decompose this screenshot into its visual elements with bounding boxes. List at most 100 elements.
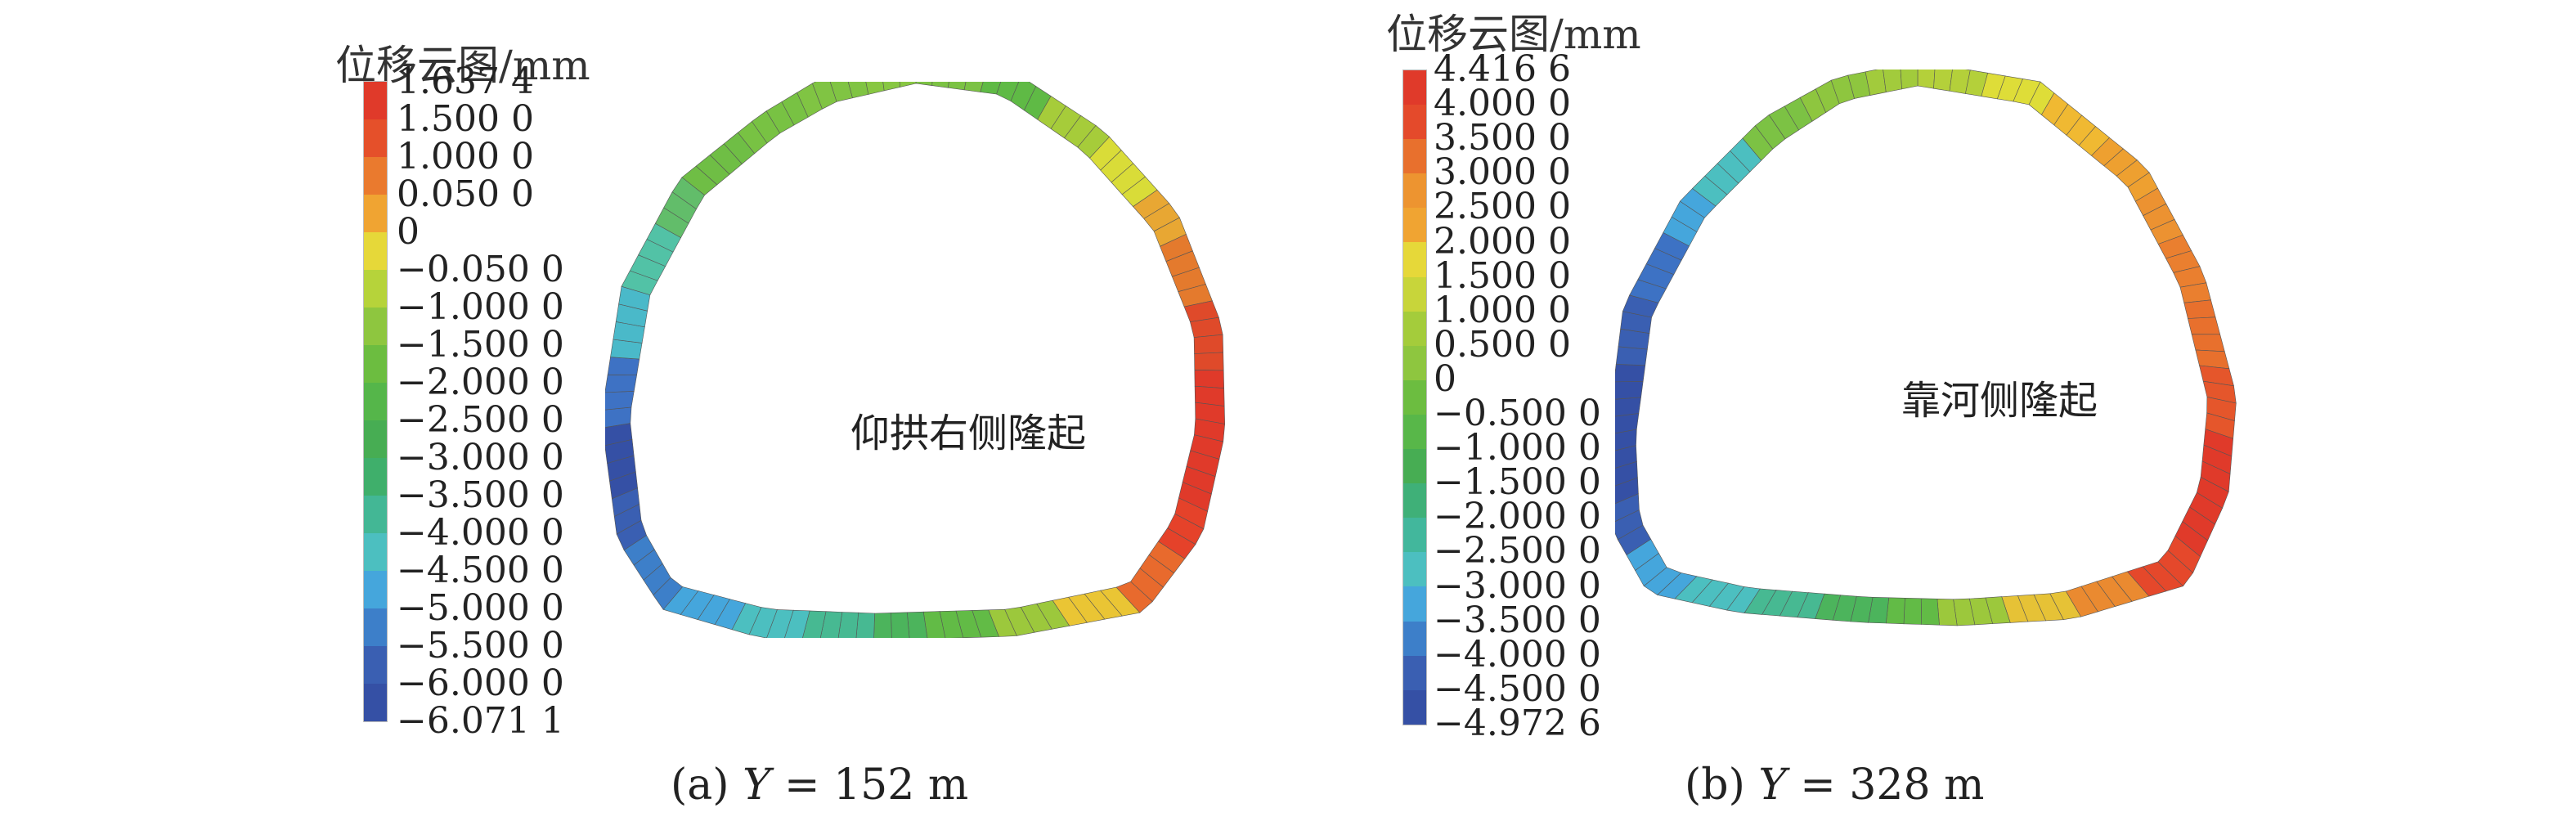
scale-label: −3.000 0: [397, 437, 564, 478]
colorbar-segment: [364, 608, 387, 646]
colorbar-segment: [1403, 242, 1426, 277]
caption: (a) Y = 152 m: [671, 761, 968, 810]
annotation: 仰拱右侧隆起: [850, 411, 1087, 456]
colorbar-segment: [1403, 621, 1426, 656]
panel-a: 位移云图/mm 1.637 4 1.500 0 1.000 0 0.050 0 0 −0.…: [335, 42, 1226, 810]
scale-label: 0.050 0: [397, 173, 534, 215]
tunnel-section: [605, 82, 1226, 638]
scale-label: −4.972 6: [1434, 703, 1601, 744]
colorbar-segment: [1403, 483, 1426, 518]
ring-element: [1900, 70, 1919, 90]
caption-prefix: (a): [671, 761, 743, 810]
colorbar-segment: [1403, 105, 1426, 140]
scale-label: −6.000 0: [397, 662, 564, 704]
scale-label: −3.000 0: [1434, 564, 1601, 607]
scale-label: −0.050 0: [397, 249, 564, 290]
scale-label: −2.000 0: [1434, 496, 1601, 538]
annotation: 靠河侧隆起: [1901, 378, 2098, 424]
scale-label: −4.500 0: [1434, 667, 1601, 710]
ring-element: [1903, 597, 1923, 625]
ring-element: [1615, 380, 1644, 400]
colorbar-segment: [364, 533, 387, 571]
scale-label: 1.000 0: [1434, 289, 1571, 331]
scale-label: −1.000 0: [1434, 427, 1601, 469]
colorbar-segment: [1403, 552, 1426, 587]
scale-label: −3.500 0: [1434, 599, 1601, 641]
colorbar-segment: [1403, 208, 1426, 243]
ring-element: [1615, 364, 1646, 383]
scale-label: −4.500 0: [397, 550, 564, 591]
legend-title: 位移云图/mm: [1386, 11, 1641, 58]
colorbar-segment: [364, 345, 387, 383]
scale-label: 1.637 4: [397, 61, 534, 102]
tunnel-section: [1615, 70, 2237, 626]
colorbar-segment: [1403, 414, 1426, 450]
scale-label: −3.500 0: [397, 474, 564, 516]
ring-element: [1920, 598, 1940, 626]
caption-var: Y: [743, 761, 771, 810]
colorbar-segment: [364, 270, 387, 308]
colorbar-segment: [364, 458, 387, 496]
ring-element: [1885, 597, 1905, 625]
colorbar-segment: [364, 646, 387, 684]
scale-label: −1.500 0: [1434, 461, 1601, 504]
ring-element: [1194, 370, 1225, 389]
scale-label: 3.000 0: [1434, 151, 1571, 194]
colorbar-labels: 4.416 6 4.000 0 3.500 0 3.000 0 2.500 0 2.000…: [1434, 52, 1638, 742]
ring-element: [1883, 70, 1902, 93]
scale-label: 0: [1434, 357, 1456, 400]
scale-label: 1.500 0: [1434, 254, 1571, 297]
scale-label: 1.500 0: [397, 98, 534, 140]
ring-element: [873, 613, 892, 638]
scale-label: −5.000 0: [397, 587, 564, 629]
colorbar-segment: [1403, 449, 1426, 484]
colorbar-segment: [364, 383, 387, 420]
scale-label: −0.500 0: [1434, 393, 1601, 435]
colorbar-segment: [1403, 139, 1426, 174]
scale-label: −5.500 0: [397, 625, 564, 667]
colorbar-segment: [364, 420, 387, 458]
ring-element: [899, 82, 917, 88]
ring-element: [605, 390, 635, 411]
panel-b: 位移云图/mm 4.416 6 4.000 0 3.500 0 3.000 0 2.50…: [1288, 0, 2576, 826]
ring-element: [2191, 334, 2225, 352]
caption-prefix: (b): [1685, 761, 1759, 810]
ring-element: [2188, 316, 2221, 335]
colorbar-segment: [364, 82, 387, 119]
ring-element: [1193, 334, 1224, 354]
scale-label: 2.000 0: [1434, 220, 1571, 263]
colorbar-labels: 1.637 4 1.500 0 1.000 0 0.050 0 0 −0.050 0 −1.…: [397, 64, 601, 739]
ring-element: [1194, 352, 1224, 371]
scale-label: −4.000 0: [397, 512, 564, 554]
colorbar-segment: [364, 308, 387, 345]
ring-element: [915, 82, 933, 86]
scale-label: 3.500 0: [1434, 117, 1571, 159]
caption-var: Y: [1758, 761, 1787, 810]
colorbar-segment: [1403, 70, 1426, 105]
scale-label: −6.071 1: [397, 700, 564, 742]
colorbar-segment: [1403, 276, 1426, 312]
caption-rest: = 328 m: [1786, 761, 1985, 810]
colorbar: [1402, 70, 1427, 725]
ring-element: [607, 357, 640, 376]
colorbar-segment: [364, 232, 387, 270]
colorbar-segment: [364, 684, 387, 721]
colorbar-segment: [364, 571, 387, 608]
scale-label: −4.000 0: [1434, 633, 1601, 676]
ring-element: [1917, 70, 1936, 89]
colorbar-segment: [364, 119, 387, 157]
colorbar-segment: [364, 157, 387, 195]
colorbar-segment: [1403, 345, 1426, 380]
ring-element: [855, 612, 875, 638]
scale-label: −1.000 0: [397, 286, 564, 328]
colorbar-segment: [1403, 655, 1426, 690]
scale-label: 1.000 0: [397, 136, 534, 177]
colorbar-segment: [1403, 586, 1426, 622]
scale-label: 2.500 0: [1434, 186, 1571, 228]
colorbar-segment: [1403, 173, 1426, 209]
scale-label: −2.500 0: [397, 399, 564, 441]
scale-label: −2.000 0: [397, 361, 564, 403]
caption-rest: = 152 m: [770, 761, 969, 810]
colorbar-segment: [1403, 379, 1426, 415]
ring-element: [2183, 299, 2216, 319]
